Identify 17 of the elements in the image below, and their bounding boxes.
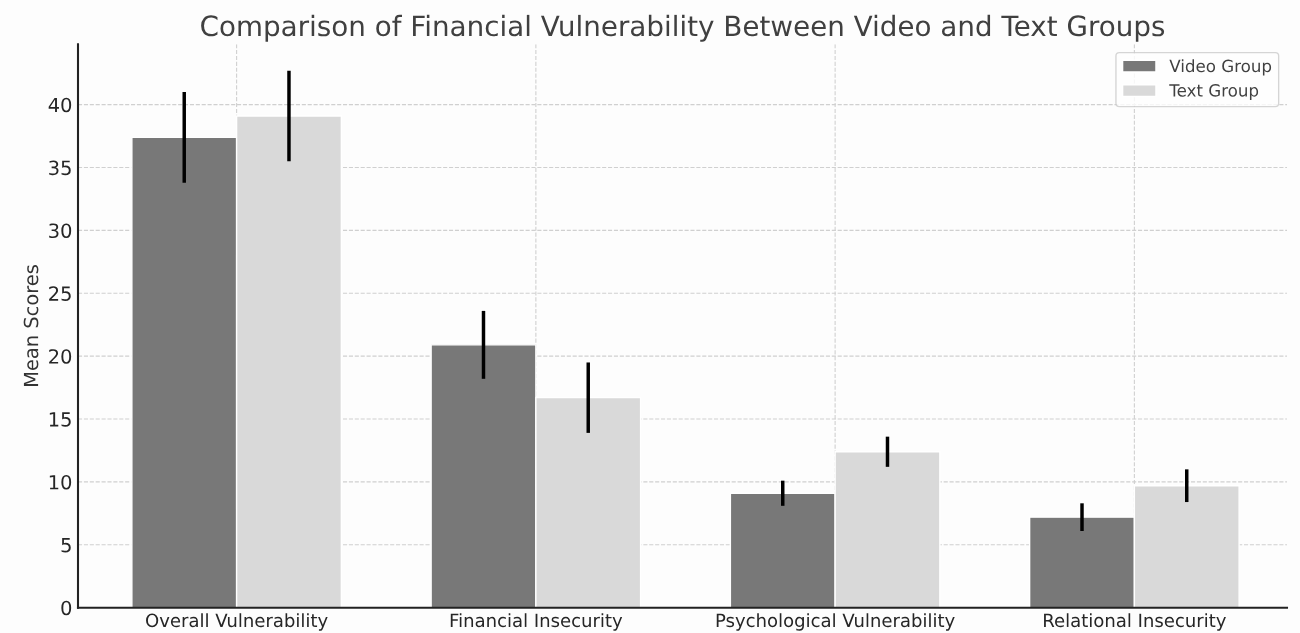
y-tick-label: 30 — [49, 223, 72, 239]
x-tick-label: Psychological Vulnerability — [716, 613, 955, 631]
x-tick-label: Overall Vulnerability — [146, 613, 328, 631]
legend-label: Video Group — [1169, 59, 1272, 76]
y-tick-label: 25 — [49, 286, 71, 301]
chart-title: Comparison of Financial Vulnerability Between Video and Text Groups — [201, 14, 1165, 42]
legend-label: Text Group — [1169, 84, 1259, 100]
y-tick-label: 10 — [49, 474, 72, 490]
x-tick-label: Relational Insecurity — [1044, 613, 1226, 631]
y-axis-title: Mean Scores — [23, 265, 39, 386]
y-tick-label: 20 — [49, 349, 72, 364]
y-tick-label: 15 — [49, 412, 71, 427]
y-tick-label: 35 — [49, 160, 71, 176]
y-tick-label: 5 — [61, 538, 71, 553]
y-tick-label: 40 — [48, 97, 72, 113]
y-tick-label: 0 — [61, 600, 72, 616]
x-tick-label: Financial Insecurity — [450, 613, 623, 631]
